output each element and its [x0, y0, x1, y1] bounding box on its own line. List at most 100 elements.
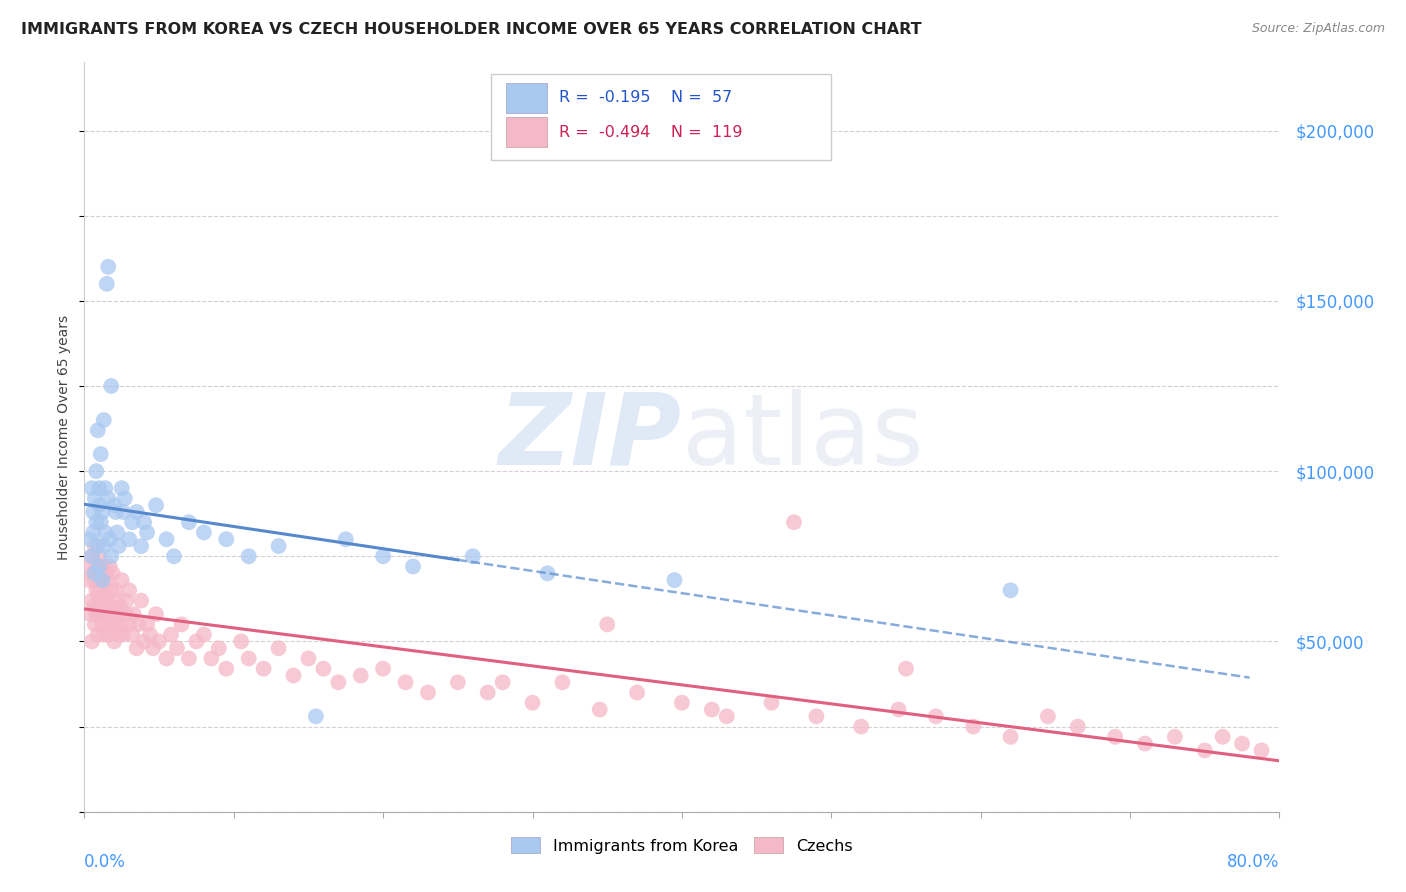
Point	[96, 566, 118, 581]
Point	[97, 627, 120, 641]
Point	[700, 702, 723, 716]
Point	[104, 505, 127, 519]
Point	[477, 685, 499, 699]
Point	[350, 668, 373, 682]
Point	[163, 549, 186, 564]
Point	[94, 600, 117, 615]
Point	[80, 481, 103, 495]
Point	[83, 539, 105, 553]
Point	[1067, 720, 1090, 734]
Point	[93, 559, 115, 574]
Point	[193, 525, 215, 540]
Point	[93, 607, 115, 622]
Point	[103, 600, 125, 615]
Point	[125, 505, 148, 519]
Point	[77, 573, 100, 587]
Point	[97, 260, 120, 274]
Point	[122, 607, 145, 622]
Point	[200, 651, 222, 665]
Point	[91, 573, 114, 587]
FancyBboxPatch shape	[491, 74, 831, 160]
FancyBboxPatch shape	[506, 83, 547, 112]
Text: 0.0%: 0.0%	[84, 853, 127, 871]
Point	[86, 515, 108, 529]
Point	[118, 583, 141, 598]
Point	[894, 662, 917, 676]
Point	[416, 685, 439, 699]
Point	[1036, 709, 1059, 723]
Point	[83, 491, 105, 506]
Point	[103, 498, 125, 512]
FancyBboxPatch shape	[506, 118, 547, 147]
Point	[93, 627, 115, 641]
Point	[89, 573, 111, 587]
Point	[238, 651, 260, 665]
Point	[312, 662, 335, 676]
Point	[100, 379, 122, 393]
Point	[139, 627, 162, 641]
Point	[215, 533, 238, 547]
Point	[80, 549, 103, 564]
Point	[93, 539, 115, 553]
Point	[79, 607, 101, 622]
Point	[114, 491, 136, 506]
Point	[87, 539, 110, 553]
Point	[98, 533, 121, 547]
Point	[94, 481, 117, 495]
Point	[94, 583, 117, 598]
Point	[93, 413, 115, 427]
Point	[887, 702, 910, 716]
Point	[297, 651, 319, 665]
Point	[267, 641, 290, 656]
Point	[91, 593, 114, 607]
Point	[132, 515, 156, 529]
Point	[155, 533, 177, 547]
Point	[87, 423, 110, 437]
Point	[80, 634, 103, 648]
Point	[129, 593, 152, 607]
Point	[125, 641, 148, 656]
Point	[536, 566, 558, 581]
Point	[86, 607, 108, 622]
Point	[166, 641, 188, 656]
Text: R =  -0.494    N =  119: R = -0.494 N = 119	[558, 125, 742, 140]
Point	[121, 627, 143, 641]
Text: R =  -0.195    N =  57: R = -0.195 N = 57	[558, 90, 733, 105]
Point	[83, 566, 105, 581]
Point	[118, 617, 141, 632]
Point	[104, 583, 127, 598]
Point	[925, 709, 948, 723]
Point	[806, 709, 828, 723]
Point	[373, 549, 395, 564]
Point	[79, 533, 101, 547]
Point	[962, 720, 984, 734]
Text: Source: ZipAtlas.com: Source: ZipAtlas.com	[1251, 22, 1385, 36]
Point	[89, 559, 111, 574]
Point	[121, 515, 143, 529]
Point	[328, 675, 350, 690]
Point	[177, 651, 200, 665]
Point	[80, 593, 103, 607]
Point	[145, 498, 167, 512]
Point	[1250, 743, 1272, 757]
Point	[215, 662, 238, 676]
Point	[100, 549, 122, 564]
Point	[148, 634, 170, 648]
Point	[110, 600, 132, 615]
Point	[90, 447, 112, 461]
Point	[100, 607, 122, 622]
Point	[82, 505, 104, 519]
Point	[87, 593, 110, 607]
Point	[193, 627, 215, 641]
Point	[97, 573, 120, 587]
Point	[596, 617, 619, 632]
Point	[1104, 730, 1126, 744]
Point	[115, 607, 138, 622]
Point	[170, 617, 193, 632]
Point	[96, 593, 118, 607]
Point	[82, 600, 104, 615]
Point	[160, 627, 183, 641]
Point	[107, 627, 129, 641]
Point	[136, 617, 159, 632]
Point	[86, 559, 108, 574]
